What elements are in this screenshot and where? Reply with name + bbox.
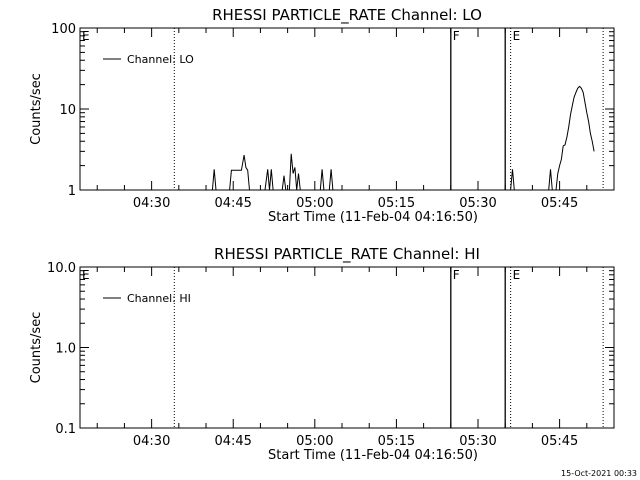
chart-panel-2: RHESSI PARTICLE_RATE Channel: HI 0.1 1.0 10… xyxy=(29,245,615,463)
x-tick-label: 05:15 xyxy=(378,196,415,211)
series-line-segment xyxy=(319,169,325,190)
legend-label: Channel: LO xyxy=(127,53,194,66)
x-tick-label: 05:45 xyxy=(541,434,578,449)
event-marker-label: E xyxy=(513,268,521,282)
y-tick-label: 10 xyxy=(59,103,76,118)
x-tick-label: 04:30 xyxy=(133,196,170,211)
event-marker-label: E xyxy=(82,268,90,282)
series-line-segment xyxy=(555,85,595,190)
x-tick-label: 04:30 xyxy=(133,434,170,449)
x-axis-label: Start Time (11-Feb-04 04:16:50) xyxy=(268,448,478,463)
series-line-segment xyxy=(288,153,301,190)
x-tick-label: 05:15 xyxy=(378,434,415,449)
x-tick-label: 04:45 xyxy=(214,434,251,449)
series-line-segment xyxy=(264,169,274,190)
series-line-segment xyxy=(548,169,553,190)
event-marker-label: E xyxy=(82,29,90,43)
x-tick-label: 05:30 xyxy=(459,196,496,211)
y-tick-label: 1.0 xyxy=(55,342,76,357)
y-tick-label: 100 xyxy=(51,22,76,37)
event-marker-label: F xyxy=(453,29,460,43)
legend-label: Channel: HI xyxy=(127,292,191,305)
chart-title: RHESSI PARTICLE_RATE Channel: HI xyxy=(214,245,480,264)
event-marker-label: F xyxy=(453,268,460,282)
series-line-segment xyxy=(281,175,287,190)
x-tick-label: 05:00 xyxy=(296,196,333,211)
y-tick-label: 1 xyxy=(68,184,76,199)
footer-timestamp: 15-Oct-2021 00:33 xyxy=(561,469,637,478)
chart-panel-1: RHESSI PARTICLE_RATE Channel: LO 1 10 100 04… xyxy=(29,6,615,225)
series-line-segment xyxy=(328,169,334,190)
y-tick-label: 0.1 xyxy=(55,422,76,437)
y-axis-label: Counts/sec xyxy=(29,312,44,384)
x-tick-label: 05:00 xyxy=(296,434,333,449)
series-line-segment xyxy=(229,155,250,190)
series-line-segment xyxy=(211,169,217,190)
x-tick-label: 05:30 xyxy=(459,434,496,449)
y-axis-label: Counts/sec xyxy=(29,73,44,145)
x-axis-label: Start Time (11-Feb-04 04:16:50) xyxy=(268,210,478,225)
x-tick-label: 04:45 xyxy=(214,196,251,211)
series-line-segment xyxy=(510,169,515,190)
chart-title: RHESSI PARTICLE_RATE Channel: LO xyxy=(212,6,482,25)
y-tick-label: 10.0 xyxy=(47,261,76,276)
x-tick-label: 05:45 xyxy=(541,196,578,211)
event-marker-label: E xyxy=(513,29,521,43)
